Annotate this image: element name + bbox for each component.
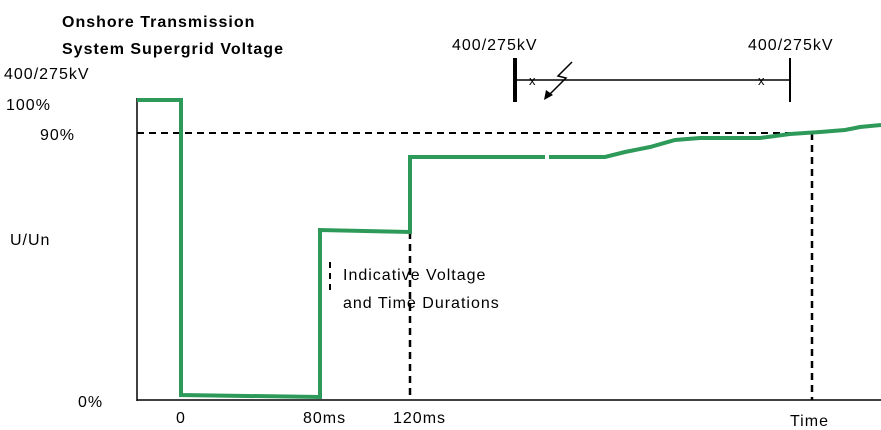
x-label: Time	[790, 413, 829, 430]
title-line: System Supergrid Voltage	[62, 41, 284, 58]
y-label: 100%	[6, 97, 51, 114]
y-axis-title: U/Un	[10, 232, 50, 249]
title-line: Onshore Transmission	[62, 14, 255, 31]
y-label: 90%	[40, 127, 75, 144]
y-label: 0%	[78, 394, 103, 411]
voltage-curve	[137, 98, 545, 400]
bus-label: 400/275kV	[748, 37, 834, 54]
x-label: 120ms	[393, 410, 446, 427]
voltage-curve	[549, 123, 881, 159]
x-label: 80ms	[303, 410, 346, 427]
fault-arrow	[547, 61, 573, 97]
breaker: x	[529, 73, 537, 88]
bus-label: 400/275kV	[452, 37, 538, 54]
subtitle: 400/275kV	[4, 66, 90, 83]
fault-arrow-head	[544, 90, 553, 100]
annotation: and Time Durations	[343, 295, 500, 312]
breaker: x	[758, 73, 766, 88]
annotation: Indicative Voltage	[343, 267, 486, 284]
x-label: 0	[176, 410, 186, 427]
